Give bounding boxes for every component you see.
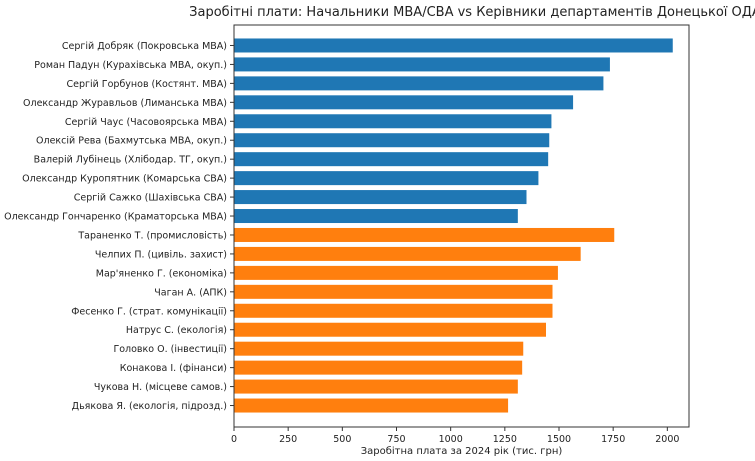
chart-title: Заробітні плати: Начальники МВА/СВА vs К… (189, 5, 755, 20)
category-label: Тараненко Т. (промисловість) (77, 230, 227, 241)
category-label: Конакова І. (фінанси) (120, 363, 227, 374)
x-tick-label: 500 (333, 434, 351, 445)
category-label: Олександр Журавльов (Лиманська МВА) (23, 98, 227, 109)
bar-12 (234, 246, 581, 261)
category-label: Сергій Чаус (Часовоярська МВА) (65, 117, 227, 128)
x-ticks-group: 0 250 500 750 1000 1250 1500 1750 2000 (231, 427, 679, 445)
bar-13 (234, 265, 558, 280)
x-tick-label: 1750 (601, 434, 625, 445)
bar-3 (234, 76, 604, 91)
x-tick-label: 250 (279, 434, 297, 445)
x-tick-label: 750 (387, 434, 405, 445)
bar-16 (234, 322, 546, 337)
bar-8 (234, 171, 539, 186)
category-label: Сергій Горбунов (Костянт. МВА) (66, 79, 227, 90)
category-label: Олександр Куропятник (Комарська СВА) (22, 174, 227, 185)
plot-frame (233, 24, 690, 428)
x-tick-label: 1000 (439, 434, 463, 445)
bar-9 (234, 190, 527, 205)
category-label: Сергій Добряк (Покровська МВА) (62, 41, 227, 52)
category-label: Челпих П. (цивіль. захист) (95, 249, 227, 260)
bar-5 (234, 114, 552, 129)
x-tick-label: 1250 (493, 434, 517, 445)
bars-group (234, 38, 673, 413)
bar-2 (234, 57, 610, 72)
category-label: Дьякова Я. (екологія, підрозд.) (72, 401, 227, 412)
x-tick-label: 0 (231, 434, 237, 445)
bar-10 (234, 209, 518, 224)
x-tick-label: 2000 (655, 434, 679, 445)
bar-6 (234, 133, 550, 148)
category-label: Роман Падун (Курахівська МВА, окуп.) (34, 60, 227, 71)
category-label: Фесенко Г. (страт. комунікації) (71, 306, 227, 317)
bar-11 (234, 227, 615, 242)
bar-7 (234, 152, 549, 167)
bar-1 (234, 38, 673, 53)
category-labels-group: Сергій Добряк (Покровська МВА) Роман Паду… (4, 41, 234, 412)
category-label: Олексій Рева (Бахмутська МВА, окуп.) (36, 136, 227, 147)
bar-19 (234, 379, 518, 394)
category-label: Сергій Сажко (Шахівська СВА) (74, 193, 227, 204)
category-label: Валерій Лубінець (Хлібодар. ТГ, окуп.) (34, 155, 227, 166)
x-tick-label: 1500 (547, 434, 571, 445)
bar-15 (234, 303, 553, 318)
category-label: Головко О. (інвестиції) (113, 344, 227, 355)
category-label: Олександр Гончаренко (Краматорська МВА) (4, 212, 227, 223)
bar-4 (234, 95, 574, 110)
x-axis-label: Заробітна плата за 2024 рік (тис. грн) (361, 445, 563, 457)
category-label: Чукова Н. (місцеве самов.) (94, 382, 227, 393)
bar-20 (234, 398, 509, 413)
category-label: Мар'яненко Г. (економіка) (96, 268, 227, 279)
bar-18 (234, 360, 523, 375)
bar-14 (234, 284, 553, 299)
bar-17 (234, 341, 524, 356)
category-label: Чаган А. (АПК) (154, 287, 227, 298)
category-label: Натрус С. (екологія) (126, 325, 227, 336)
